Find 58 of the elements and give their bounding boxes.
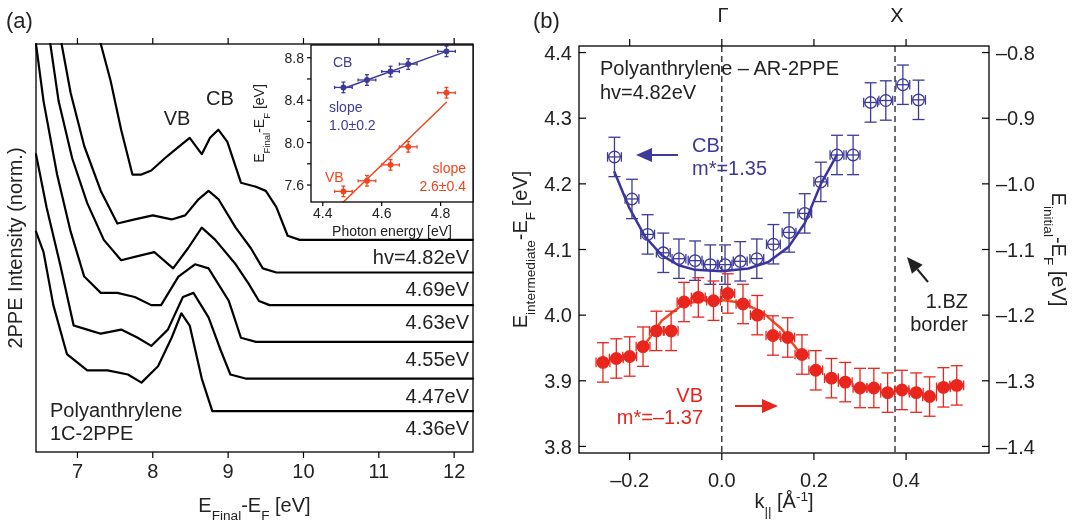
y-tick-label: 4.1 — [544, 238, 572, 261]
annotation: slope 2.6±0.4 — [419, 160, 467, 195]
y-tick-label: 3.9 — [544, 369, 572, 392]
text: X — [890, 4, 904, 26]
annotation: m*=–1.37 — [616, 406, 703, 428]
x-tick-label: –0.2 — [610, 469, 650, 491]
text: VB — [676, 384, 703, 406]
y-tick-label: 4.2 — [544, 173, 572, 196]
text: CB — [333, 54, 353, 70]
text: Γ — [717, 4, 729, 26]
y-axis-title: 2PPE Intensity (norm.) — [4, 147, 26, 349]
y2-tick-label: –1.0 — [996, 173, 1035, 196]
series-label: 4.36eV — [405, 417, 470, 440]
x-tick-label: 0.0 — [707, 469, 736, 491]
annotation: VB — [163, 107, 191, 129]
y-tick-label: 8.4 — [284, 92, 305, 109]
x-axis-title: Photon energy [eV] — [332, 223, 452, 239]
y2-tick-label: –1.2 — [996, 304, 1035, 327]
annotation: slope 1.0±0.2 — [329, 99, 376, 134]
x-tick-label: 4.4 — [313, 205, 333, 221]
x-tick-label: 4.6 — [371, 205, 392, 221]
x-tick-label: 11 — [368, 460, 390, 482]
y-tick-label: 4.4 — [544, 41, 572, 64]
series-label: 4.47eV — [405, 384, 470, 407]
series-label: 4.69eV — [405, 278, 470, 301]
ref-line-label: 1.BZ border — [910, 290, 969, 335]
chart-title: (a) — [6, 8, 33, 33]
x-tick-label: 4.8 — [430, 205, 451, 221]
annotation: CB — [206, 87, 234, 109]
annotation: Polyanthrylene – AR-2PPE hv=4.82eV — [600, 57, 840, 103]
y2-tick-label: –1.1 — [996, 238, 1035, 261]
chart-title: (b) — [533, 8, 560, 33]
y2-tick-label: –0.9 — [996, 107, 1035, 130]
y-tick-label: 7.6 — [284, 177, 305, 194]
x-tick-label: 7 — [71, 460, 83, 482]
annotation: Polyanthrylene 1C-2PPE — [50, 399, 183, 444]
x-tick-label: 12 — [443, 460, 466, 482]
x-tick-label: 0.4 — [892, 469, 920, 491]
x-axis-title: k$_{||}$ [Å$^{-1}$] — [754, 488, 814, 519]
x-tick-label: 9 — [222, 460, 234, 482]
y-tick-label: 8.0 — [284, 134, 305, 151]
y-tick-label: 3.8 — [544, 435, 572, 458]
legend-label: CB — [692, 134, 720, 156]
x-tick-label: 10 — [292, 460, 315, 482]
y2-tick-label: –0.8 — [996, 41, 1035, 64]
y-tick-label: 8.8 — [284, 49, 305, 66]
y2-tick-label: –1.3 — [996, 369, 1035, 392]
series-label: 4.63eV — [405, 311, 470, 334]
y-tick-label: 4.3 — [544, 107, 572, 130]
y2-tick-label: –1.4 — [996, 435, 1035, 458]
annotation: m*=1.35 — [692, 157, 768, 179]
x-tick-label: 8 — [147, 460, 159, 482]
y-tick-label: 4.0 — [544, 304, 572, 327]
series-label: 4.55eV — [405, 347, 470, 370]
x-axis-title: E$_{Final}$-E$_{F}$ [eV] — [198, 494, 311, 523]
series-label: hv=4.82eV — [372, 245, 470, 268]
text: VB — [325, 169, 344, 185]
x-tick-label: 0.2 — [800, 469, 828, 491]
